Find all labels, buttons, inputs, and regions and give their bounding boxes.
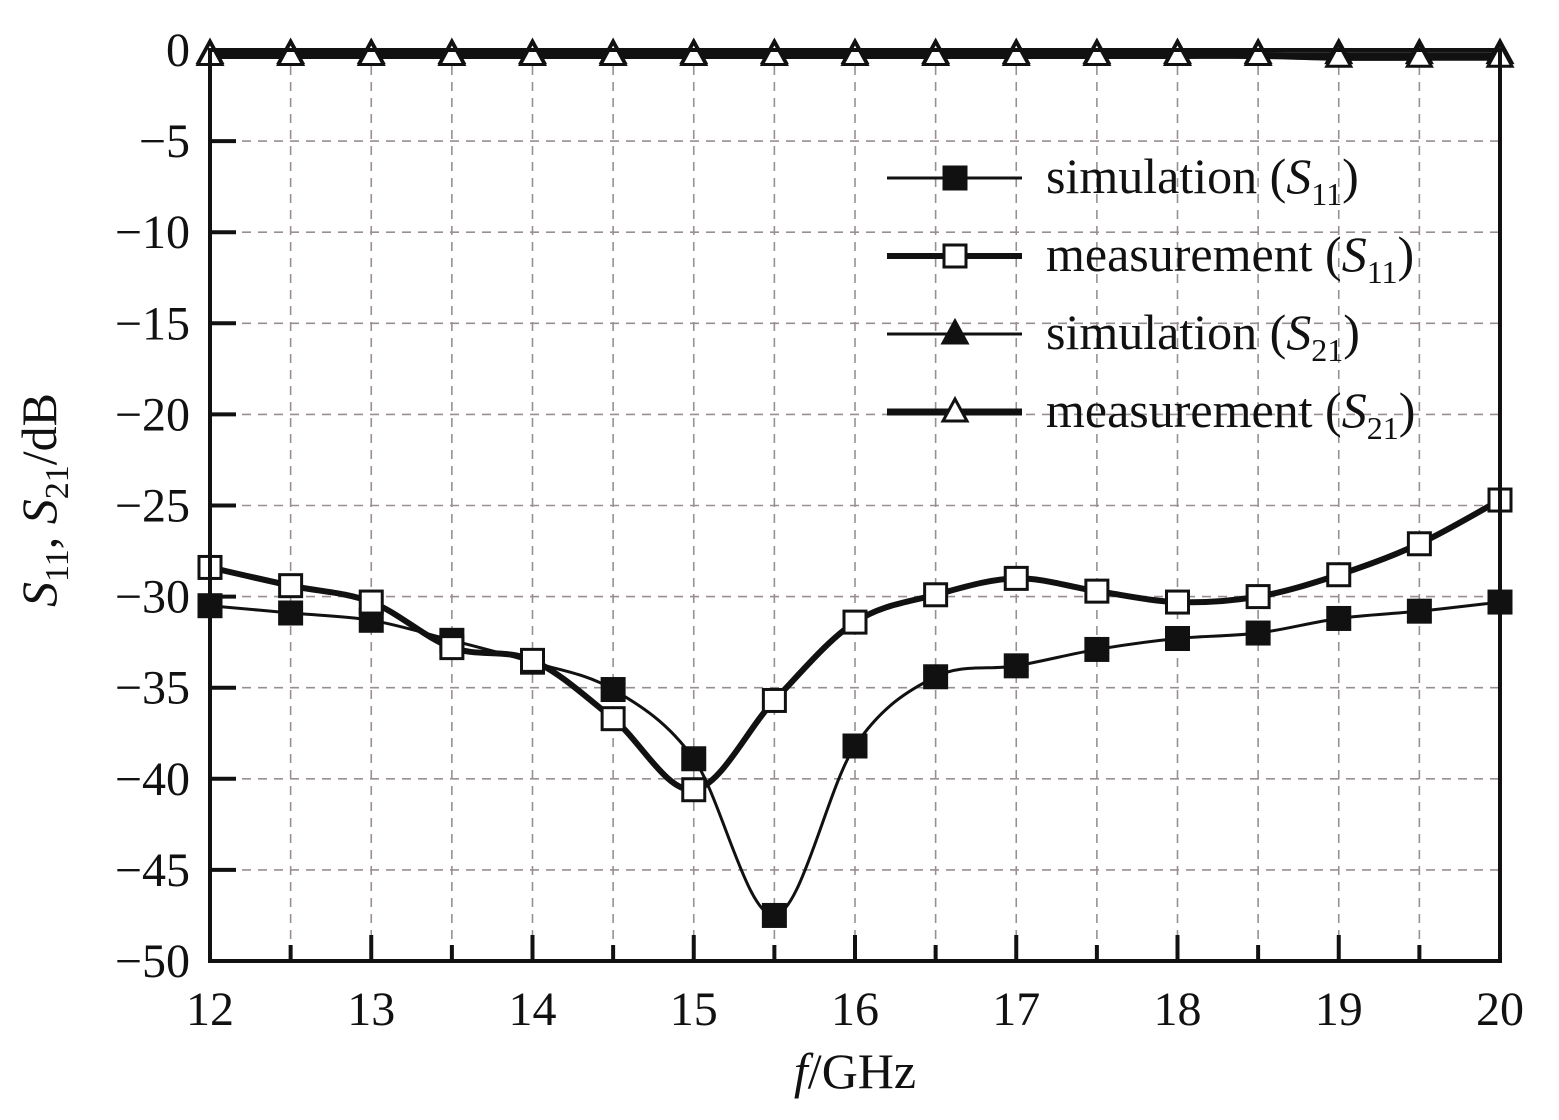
data-point xyxy=(1082,39,1112,66)
y-axis-label-s11: S xyxy=(11,582,67,607)
data-point xyxy=(600,677,626,703)
y-tick-label: −10 xyxy=(115,206,190,259)
data-point xyxy=(520,647,545,673)
x-tick-label: 19 xyxy=(1315,983,1363,1036)
legend-marker xyxy=(942,243,968,269)
x-tick-labels: 12 13 14 15 16 17 18 19 20 xyxy=(186,983,1524,1036)
x-tick-label: 18 xyxy=(1154,983,1202,1036)
data-point xyxy=(1406,531,1432,557)
data-point xyxy=(276,39,306,66)
data-point xyxy=(278,573,304,599)
data-point xyxy=(1406,598,1432,624)
legend-label: simulation (S21) xyxy=(1046,304,1360,368)
x-tick-label: 12 xyxy=(186,983,234,1036)
data-point xyxy=(761,687,787,713)
data-point xyxy=(921,39,951,66)
legend-item: measurement (S11) xyxy=(887,226,1414,290)
data-point xyxy=(681,746,707,772)
data-point xyxy=(1084,578,1110,604)
x-tick-label: 15 xyxy=(670,983,718,1036)
data-point xyxy=(1003,653,1029,679)
legend-marker xyxy=(940,317,970,345)
data-point xyxy=(1326,605,1352,631)
data-point xyxy=(840,39,870,66)
axis-ticks xyxy=(210,139,1422,961)
y-axis-label-s21: S xyxy=(11,499,67,524)
data-point xyxy=(1084,636,1110,662)
y-tick-label: −15 xyxy=(115,297,190,350)
y-axis-label-sep: , xyxy=(11,524,67,549)
y-tick-label: 0 xyxy=(166,24,190,77)
y-tick-label: −25 xyxy=(115,480,190,533)
legend-label: measurement (S21) xyxy=(1046,382,1415,446)
y-tick-label: −30 xyxy=(115,571,190,624)
data-point xyxy=(1245,620,1271,646)
data-point xyxy=(358,589,384,615)
y-axis-label: S11, S21/dB xyxy=(11,393,76,607)
data-point xyxy=(598,39,628,66)
data-point xyxy=(437,39,467,66)
legend-label: simulation (S11) xyxy=(1046,148,1359,212)
data-point xyxy=(1326,562,1352,588)
y-tick-label: −50 xyxy=(115,935,190,988)
y-tick-label: −35 xyxy=(115,662,190,715)
series-layer xyxy=(195,37,1515,928)
x-tick-label: 13 xyxy=(347,983,395,1036)
data-point xyxy=(1243,39,1273,66)
legend-marker xyxy=(940,395,970,423)
y-tick-labels: 0 −5 −10 −15 −20 −25 −30 −35 −40 −45 −50 xyxy=(115,24,190,988)
legend-marker xyxy=(942,165,968,191)
y-tick-label: −20 xyxy=(115,388,190,441)
x-tick-label: 14 xyxy=(509,983,557,1036)
data-point xyxy=(1003,565,1029,591)
legend-item: simulation (S11) xyxy=(887,148,1359,212)
grid xyxy=(210,50,1500,961)
data-point xyxy=(1162,39,1193,66)
x-axis-label: f/GHz xyxy=(794,1043,916,1099)
legend-item: measurement (S21) xyxy=(887,382,1415,446)
x-tick-label: 20 xyxy=(1476,983,1524,1036)
data-point xyxy=(842,733,868,759)
data-point xyxy=(517,39,548,66)
data-point xyxy=(439,635,465,661)
data-point xyxy=(681,777,707,803)
y-axis-label-unit: /dB xyxy=(11,393,67,465)
data-point xyxy=(1324,41,1354,68)
series-2 xyxy=(197,487,1513,803)
data-point xyxy=(923,582,949,608)
y-tick-label: −45 xyxy=(115,844,190,897)
data-point xyxy=(1165,626,1190,652)
legend: simulation (S11) measurement (S11) simulat… xyxy=(887,148,1415,446)
data-point xyxy=(923,664,949,690)
data-point xyxy=(759,39,789,66)
y-tick-label: −5 xyxy=(139,115,190,168)
data-point xyxy=(1245,584,1271,610)
data-point xyxy=(761,902,787,928)
x-tick-label: 16 xyxy=(831,983,879,1036)
data-point xyxy=(679,39,709,66)
x-tick-label: 17 xyxy=(992,983,1040,1036)
y-axis-label-sub21: 21 xyxy=(39,465,76,499)
data-point xyxy=(1404,41,1434,68)
x-axis-label-unit: /GHz xyxy=(808,1043,916,1099)
legend-item: simulation (S21) xyxy=(887,304,1360,368)
data-point xyxy=(600,706,626,732)
data-point xyxy=(842,609,868,635)
y-axis-label-sub11: 11 xyxy=(39,549,76,582)
series-4 xyxy=(195,39,1515,68)
data-point xyxy=(278,600,304,626)
y-tick-label: −40 xyxy=(115,753,190,806)
plot-frame xyxy=(208,48,1502,963)
data-point xyxy=(356,39,386,66)
data-point xyxy=(1001,39,1031,66)
data-point xyxy=(1165,589,1190,615)
legend-label: measurement (S11) xyxy=(1046,226,1414,290)
